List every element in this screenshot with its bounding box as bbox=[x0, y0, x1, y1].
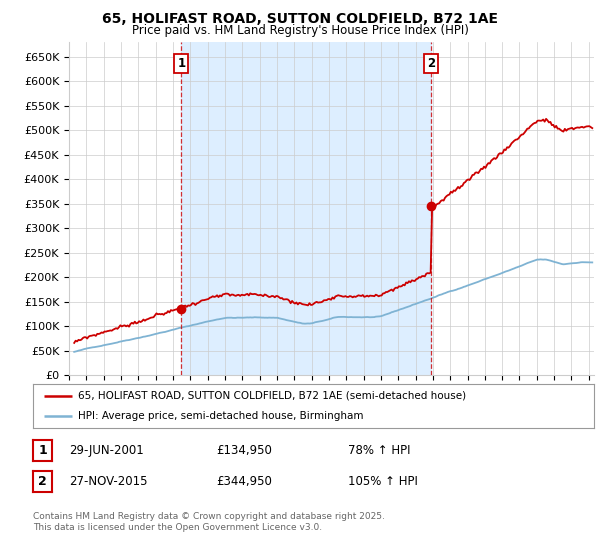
Text: 2: 2 bbox=[38, 475, 47, 488]
Bar bbox=[181, 42, 431, 375]
Text: £134,950: £134,950 bbox=[216, 444, 272, 458]
Text: 78% ↑ HPI: 78% ↑ HPI bbox=[348, 444, 410, 458]
Text: £344,950: £344,950 bbox=[216, 475, 272, 488]
Text: Contains HM Land Registry data © Crown copyright and database right 2025.
This d: Contains HM Land Registry data © Crown c… bbox=[33, 512, 385, 532]
Text: 1: 1 bbox=[178, 57, 185, 70]
Text: Price paid vs. HM Land Registry's House Price Index (HPI): Price paid vs. HM Land Registry's House … bbox=[131, 24, 469, 36]
Text: 2: 2 bbox=[427, 57, 435, 70]
Text: 65, HOLIFAST ROAD, SUTTON COLDFIELD, B72 1AE: 65, HOLIFAST ROAD, SUTTON COLDFIELD, B72… bbox=[102, 12, 498, 26]
Text: 105% ↑ HPI: 105% ↑ HPI bbox=[348, 475, 418, 488]
Text: 65, HOLIFAST ROAD, SUTTON COLDFIELD, B72 1AE (semi-detached house): 65, HOLIFAST ROAD, SUTTON COLDFIELD, B72… bbox=[78, 391, 466, 401]
Text: 27-NOV-2015: 27-NOV-2015 bbox=[69, 475, 148, 488]
Text: HPI: Average price, semi-detached house, Birmingham: HPI: Average price, semi-detached house,… bbox=[78, 411, 364, 421]
Text: 29-JUN-2001: 29-JUN-2001 bbox=[69, 444, 144, 458]
Text: 1: 1 bbox=[38, 444, 47, 458]
